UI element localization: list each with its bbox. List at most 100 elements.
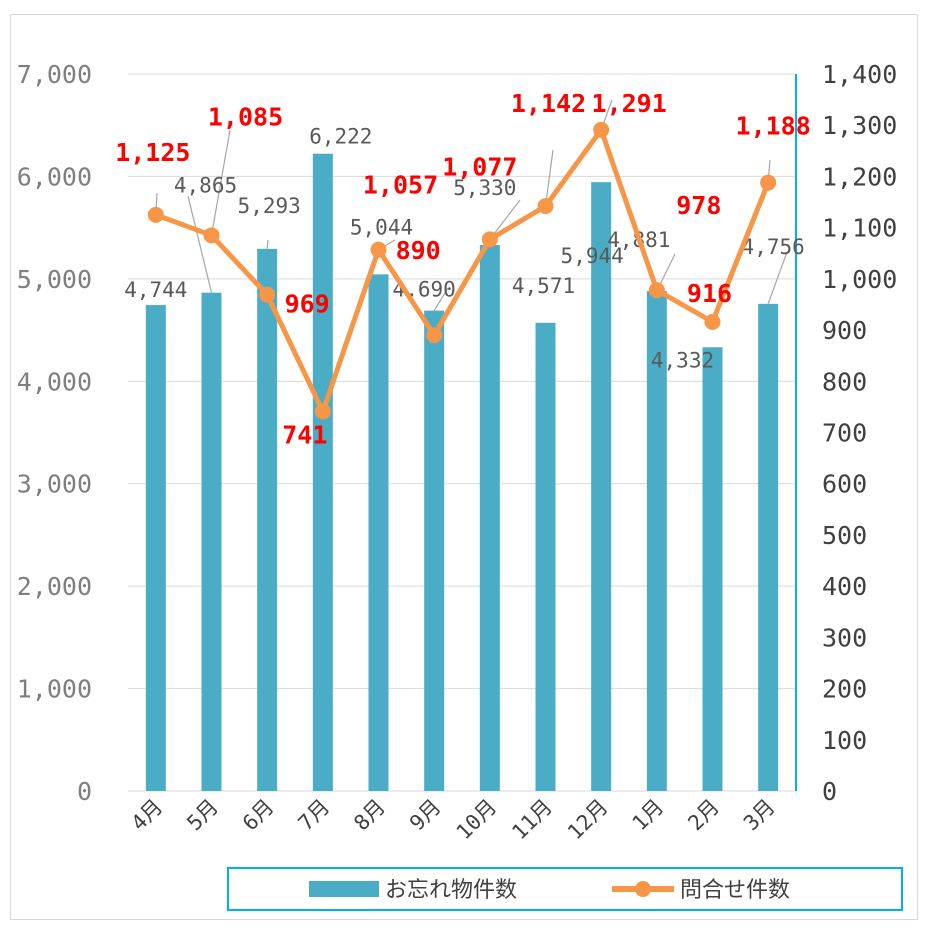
right-tick-label: 0 [822, 777, 837, 806]
leader-line [433, 287, 449, 311]
left-axis-ticks: 0 1,000 2,000 3,000 4,000 5,000 6,000 7,000 [17, 60, 92, 806]
left-tick-label: 5,000 [17, 265, 92, 294]
category-label: 5月 [182, 795, 223, 836]
right-tick-label: 200 [822, 675, 867, 704]
category-label: 1月 [628, 795, 669, 836]
right-tick-label: 1,400 [822, 60, 897, 89]
line-value-labels: 1,125 1,085 969 741 1,057 890 1,077 1,142 1,291 9… [115, 89, 811, 450]
line-layer [147, 121, 777, 420]
line-point [704, 313, 721, 330]
line-point [481, 231, 498, 248]
line-point [203, 227, 220, 244]
left-tick-label: 6,000 [17, 162, 92, 191]
line-value-label: 1,085 [208, 102, 283, 131]
leader-line [767, 251, 788, 305]
category-label: 2月 [683, 795, 724, 836]
leader-line [544, 149, 554, 207]
right-tick-label: 800 [822, 367, 867, 396]
right-axis-ticks: 0 100 200 300 400 500 600 700 800 900 1,000 1,100 1,… [822, 60, 897, 806]
category-label: 9月 [405, 795, 446, 836]
line-point [760, 174, 777, 191]
right-tick-label: 1,000 [822, 265, 897, 294]
bar [591, 182, 612, 792]
bar-value-label: 5,293 [238, 194, 301, 218]
bar-value-label: 4,571 [512, 274, 575, 298]
bar-value-labels: 4,7444,8655,2936,2225,0444,6905,3304,571… [124, 125, 805, 373]
leader-line [210, 129, 231, 236]
bar-value-label: 4,865 [174, 174, 237, 198]
right-tick-label: 700 [822, 419, 867, 448]
category-labels: 4月 5月 6月 7月 8月 9月 10月 11月 12月 1月 2月 3月 [127, 795, 780, 845]
leader-line [187, 195, 213, 293]
bar [201, 292, 222, 791]
category-label: 12月 [563, 795, 613, 845]
right-tick-label: 300 [822, 623, 867, 652]
line-value-label: 1,077 [442, 152, 517, 181]
right-tick-label: 400 [822, 572, 867, 601]
line-value-label: 1,188 [736, 112, 811, 141]
legend-line-label: 問合せ件数 [680, 878, 790, 903]
bar-value-label: 6,222 [309, 125, 372, 149]
left-tick-label: 3,000 [17, 470, 92, 499]
line-point [426, 327, 443, 344]
category-label: 6月 [238, 795, 279, 836]
legend-bar-swatch [309, 881, 379, 897]
bar-value-label: 5,330 [453, 176, 516, 200]
legend-bar-label: お忘れ物件数 [385, 878, 517, 903]
line-point [314, 403, 331, 420]
left-tick-label: 7,000 [17, 60, 92, 89]
bar [145, 305, 166, 791]
line-value-label: 1,142 [511, 89, 586, 118]
line-point [648, 282, 665, 299]
category-label: 7月 [294, 795, 335, 836]
line-value-label: 741 [282, 421, 327, 450]
legend-line-marker [635, 881, 651, 897]
line-value-label: 1,125 [115, 138, 190, 167]
category-label: 4月 [127, 795, 168, 836]
line-point [593, 121, 610, 138]
bar [646, 291, 667, 791]
right-tick-label: 1,300 [822, 111, 897, 140]
line-value-label: 890 [396, 236, 441, 265]
bar-value-label: 4,332 [651, 348, 714, 372]
line-point [370, 241, 387, 258]
line-value-label: 1,057 [363, 171, 438, 200]
legend: お忘れ物件数 問合せ件数 [227, 867, 903, 911]
right-tick-label: 100 [822, 726, 867, 755]
category-label: 11月 [507, 795, 557, 845]
bar [702, 347, 723, 791]
line-value-label: 1,291 [592, 89, 667, 118]
line-value-label: 916 [687, 279, 732, 308]
bar [312, 153, 333, 791]
category-label: 10月 [452, 795, 502, 845]
grid-layer [128, 73, 796, 792]
leader-line [489, 199, 521, 240]
left-tick-label: 4,000 [17, 367, 92, 396]
leader-line [266, 239, 269, 249]
bar [368, 274, 389, 791]
left-tick-label: 1,000 [17, 675, 92, 704]
category-label: 8月 [349, 795, 390, 836]
line-point [537, 198, 554, 215]
bar-value-label: 5,944 [561, 244, 624, 268]
left-tick-label: 0 [77, 777, 92, 806]
bar-value-label: 4,744 [124, 278, 187, 302]
category-label: 3月 [739, 795, 780, 836]
right-tick-label: 600 [822, 470, 867, 499]
right-tick-label: 500 [822, 521, 867, 550]
bar [479, 245, 500, 791]
line-series [154, 127, 771, 415]
bar [758, 303, 779, 791]
line-point [147, 206, 164, 223]
bar-value-label: 5,044 [350, 215, 413, 239]
right-tick-label: 900 [822, 316, 867, 345]
line-value-label: 969 [285, 290, 330, 319]
line-point [259, 286, 276, 303]
left-tick-label: 2,000 [17, 572, 92, 601]
bar [257, 248, 278, 791]
bar [424, 310, 445, 791]
line-value-label: 978 [676, 191, 721, 220]
right-tick-label: 1,200 [822, 162, 897, 191]
bar-value-label: 4,756 [742, 235, 805, 259]
